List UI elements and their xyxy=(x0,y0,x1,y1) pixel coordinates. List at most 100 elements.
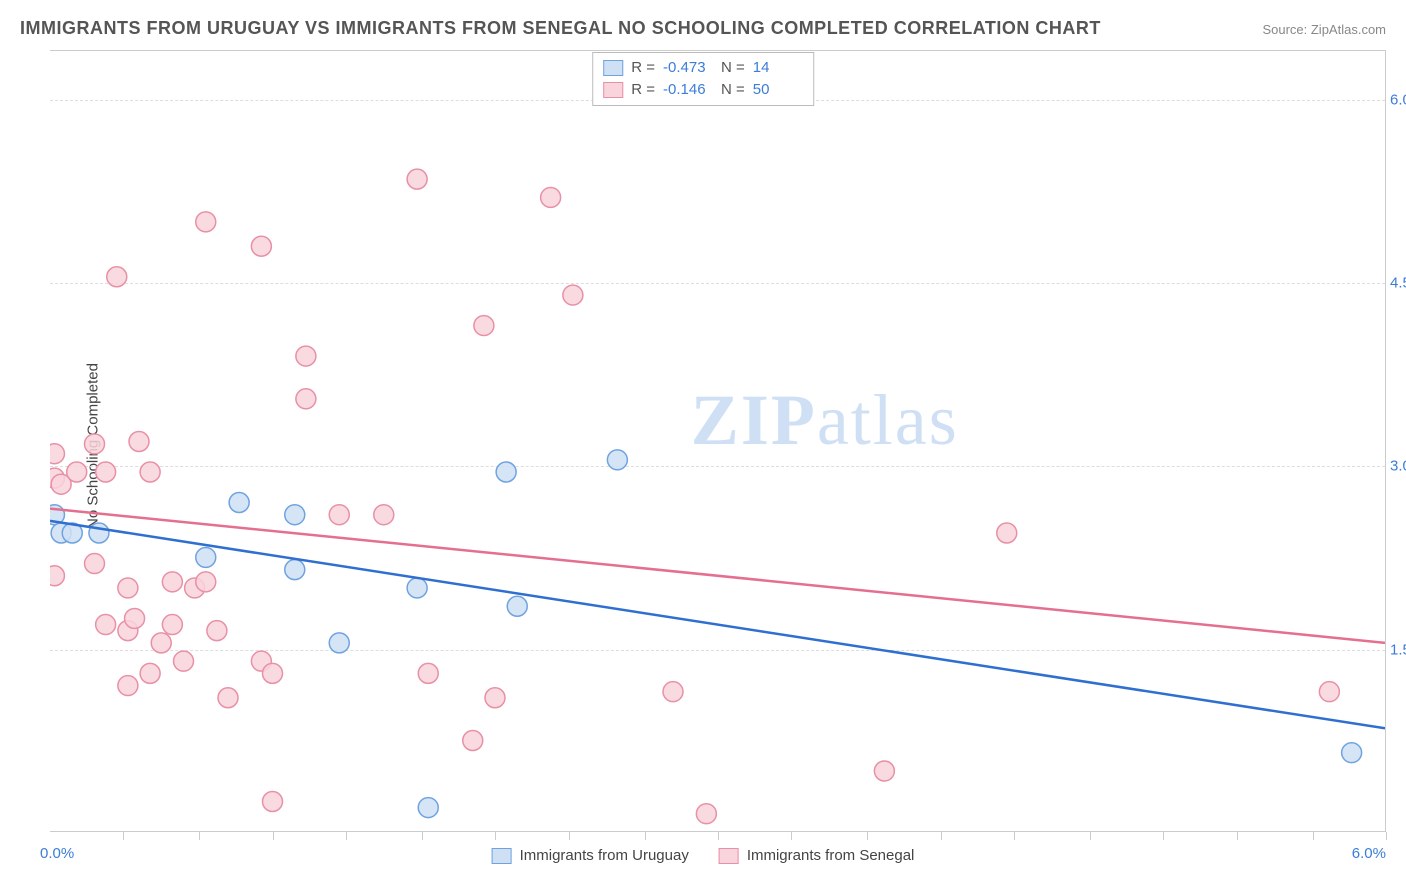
data-point xyxy=(125,608,145,628)
data-point xyxy=(118,676,138,696)
x-tick xyxy=(718,832,719,840)
data-point xyxy=(285,505,305,525)
data-point xyxy=(96,615,116,635)
x-tick xyxy=(199,832,200,840)
data-point xyxy=(296,389,316,409)
data-point xyxy=(329,633,349,653)
scatter-plot xyxy=(50,51,1385,832)
x-origin-label: 0.0% xyxy=(40,845,74,862)
x-tick xyxy=(569,832,570,840)
data-point xyxy=(663,682,683,702)
legend-series-item: Immigrants from Uruguay xyxy=(492,847,689,864)
data-point xyxy=(997,523,1017,543)
data-point xyxy=(174,651,194,671)
data-point xyxy=(485,688,505,708)
x-tick xyxy=(867,832,868,840)
n-label: N = xyxy=(721,79,745,101)
data-point xyxy=(85,554,105,574)
x-tick xyxy=(273,832,274,840)
y-tick-label: 6.0% xyxy=(1390,91,1406,108)
x-tick xyxy=(941,832,942,840)
data-point xyxy=(1342,743,1362,763)
x-tick xyxy=(123,832,124,840)
data-point xyxy=(229,493,249,513)
x-max-label: 6.0% xyxy=(1352,845,1386,862)
data-point xyxy=(50,566,64,586)
legend-stat-row: R =-0.473N =14 xyxy=(603,57,803,79)
chart-source: Source: ZipAtlas.com xyxy=(1262,22,1386,37)
legend-series: Immigrants from Uruguay Immigrants from S… xyxy=(492,847,915,864)
x-tick xyxy=(1163,832,1164,840)
legend-series-item: Immigrants from Senegal xyxy=(719,847,915,864)
data-point xyxy=(296,346,316,366)
chart-area: ZIPatlas 1.5%3.0%4.5%6.0% xyxy=(50,50,1386,832)
legend-stats: R = -0.473 N = 14R = -0.146 N = 50 xyxy=(592,52,814,106)
data-point xyxy=(607,450,627,470)
data-point xyxy=(563,285,583,305)
n-value: 50 xyxy=(753,79,803,101)
data-point xyxy=(251,236,271,256)
data-point xyxy=(89,523,109,543)
r-value: -0.473 xyxy=(663,57,713,79)
legend-swatch xyxy=(719,848,739,864)
x-tick xyxy=(495,832,496,840)
data-point xyxy=(418,798,438,818)
legend-swatch xyxy=(603,60,623,76)
data-point xyxy=(474,316,494,336)
x-tick xyxy=(1386,832,1387,840)
regression-line xyxy=(50,509,1385,643)
data-point xyxy=(507,596,527,616)
data-point xyxy=(196,572,216,592)
x-tick xyxy=(1090,832,1091,840)
data-point xyxy=(263,792,283,812)
data-point xyxy=(263,663,283,683)
data-point xyxy=(496,462,516,482)
data-point xyxy=(1319,682,1339,702)
data-point xyxy=(285,560,305,580)
x-tick xyxy=(791,832,792,840)
data-point xyxy=(874,761,894,781)
data-point xyxy=(67,462,87,482)
data-point xyxy=(140,462,160,482)
data-point xyxy=(696,804,716,824)
data-point xyxy=(85,434,105,454)
x-tick xyxy=(346,832,347,840)
r-label: R = xyxy=(631,57,655,79)
data-point xyxy=(329,505,349,525)
data-point xyxy=(407,578,427,598)
r-value: -0.146 xyxy=(663,79,713,101)
data-point xyxy=(463,730,483,750)
legend-swatch xyxy=(492,848,512,864)
data-point xyxy=(107,267,127,287)
n-value: 14 xyxy=(753,57,803,79)
legend-swatch xyxy=(603,82,623,98)
data-point xyxy=(196,547,216,567)
x-tick xyxy=(1014,832,1015,840)
data-point xyxy=(162,572,182,592)
legend-series-label: Immigrants from Uruguay xyxy=(520,847,689,864)
x-tick xyxy=(422,832,423,840)
data-point xyxy=(118,578,138,598)
data-point xyxy=(407,169,427,189)
data-point xyxy=(129,432,149,452)
data-point xyxy=(140,663,160,683)
data-point xyxy=(50,444,64,464)
y-tick-label: 3.0% xyxy=(1390,458,1406,475)
y-tick-label: 1.5% xyxy=(1390,641,1406,658)
legend-stat-row: R = -0.146 N = 50 xyxy=(603,79,803,101)
x-tick xyxy=(1313,832,1314,840)
r-label: R = xyxy=(631,79,655,101)
data-point xyxy=(418,663,438,683)
legend-series-label: Immigrants from Senegal xyxy=(747,847,915,864)
data-point xyxy=(162,615,182,635)
chart-title: IMMIGRANTS FROM URUGUAY VS IMMIGRANTS FR… xyxy=(20,18,1101,39)
data-point xyxy=(96,462,116,482)
regression-line xyxy=(50,521,1385,728)
data-point xyxy=(541,187,561,207)
x-tick xyxy=(645,832,646,840)
y-tick-label: 4.5% xyxy=(1390,275,1406,292)
data-point xyxy=(218,688,238,708)
data-point xyxy=(196,212,216,232)
x-tick xyxy=(1237,832,1238,840)
data-point xyxy=(374,505,394,525)
